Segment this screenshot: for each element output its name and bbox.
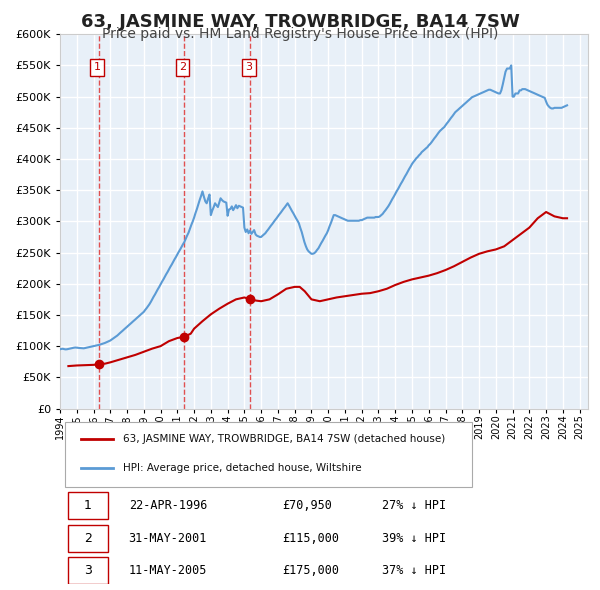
FancyBboxPatch shape xyxy=(65,422,472,487)
Text: 1: 1 xyxy=(84,499,92,512)
FancyBboxPatch shape xyxy=(68,557,107,584)
Text: 3: 3 xyxy=(84,564,92,577)
Text: 39% ↓ HPI: 39% ↓ HPI xyxy=(382,532,446,545)
Text: 63, JASMINE WAY, TROWBRIDGE, BA14 7SW (detached house): 63, JASMINE WAY, TROWBRIDGE, BA14 7SW (d… xyxy=(124,434,446,444)
FancyBboxPatch shape xyxy=(68,492,107,519)
Text: £175,000: £175,000 xyxy=(282,564,339,577)
Text: 2: 2 xyxy=(84,532,92,545)
Text: 63, JASMINE WAY, TROWBRIDGE, BA14 7SW: 63, JASMINE WAY, TROWBRIDGE, BA14 7SW xyxy=(80,13,520,31)
Text: £115,000: £115,000 xyxy=(282,532,339,545)
Text: 3: 3 xyxy=(245,63,252,73)
Text: 37% ↓ HPI: 37% ↓ HPI xyxy=(382,564,446,577)
Text: £70,950: £70,950 xyxy=(282,499,332,512)
Text: HPI: Average price, detached house, Wiltshire: HPI: Average price, detached house, Wilt… xyxy=(124,463,362,473)
Text: 2: 2 xyxy=(179,63,186,73)
Text: 31-MAY-2001: 31-MAY-2001 xyxy=(128,532,207,545)
FancyBboxPatch shape xyxy=(68,525,107,552)
Text: 27% ↓ HPI: 27% ↓ HPI xyxy=(382,499,446,512)
Text: 1: 1 xyxy=(94,63,101,73)
Text: Price paid vs. HM Land Registry's House Price Index (HPI): Price paid vs. HM Land Registry's House … xyxy=(102,27,498,41)
Text: 11-MAY-2005: 11-MAY-2005 xyxy=(128,564,207,577)
Text: 22-APR-1996: 22-APR-1996 xyxy=(128,499,207,512)
